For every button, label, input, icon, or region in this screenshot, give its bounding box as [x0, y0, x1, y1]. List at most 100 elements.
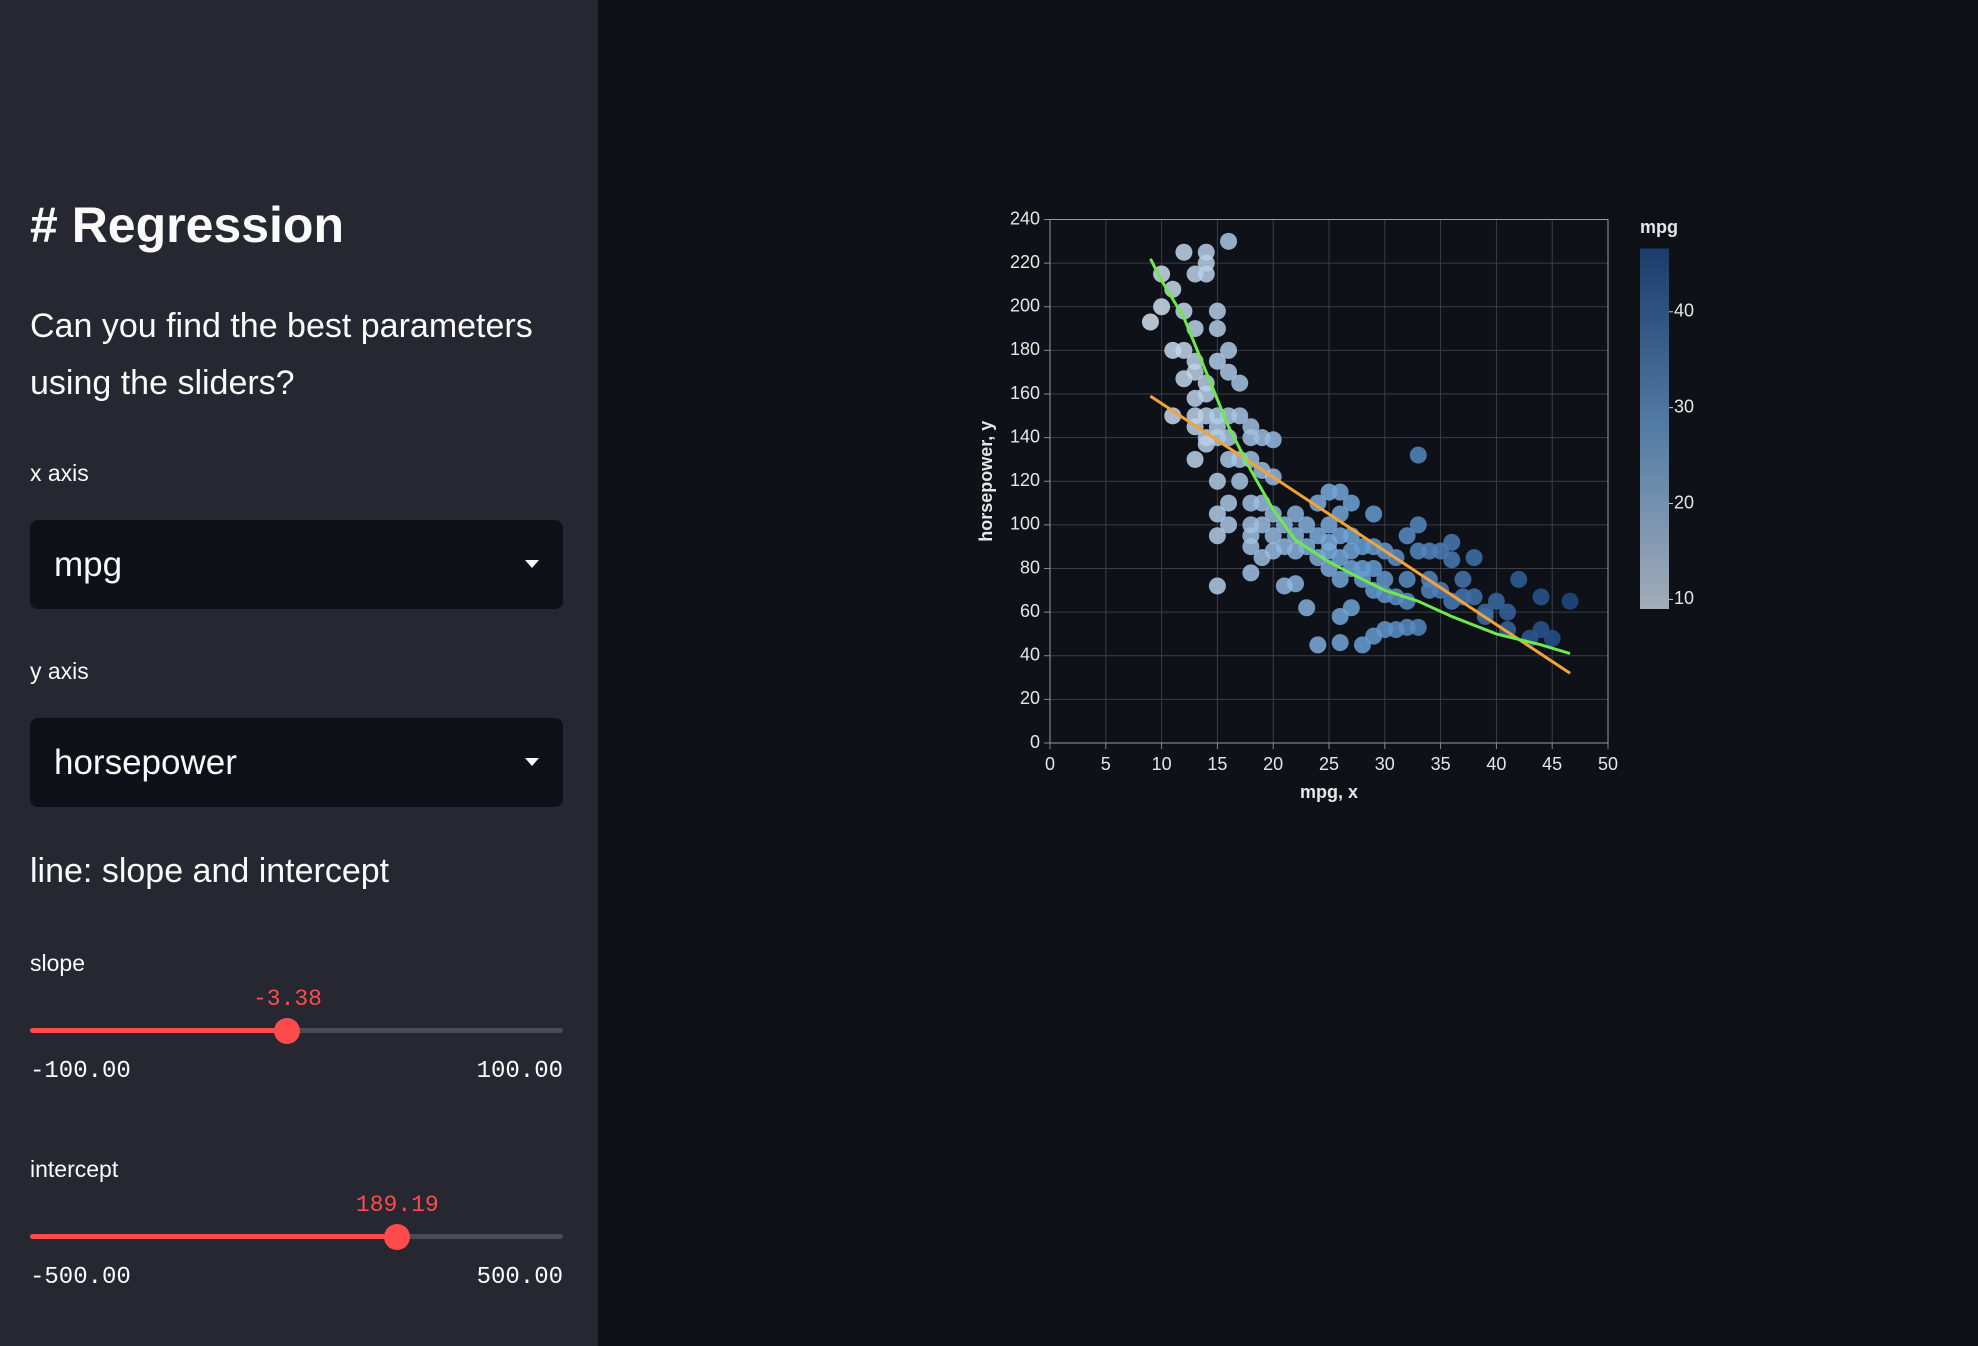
slider-max: 500.00	[476, 1264, 563, 1291]
point	[1398, 570, 1416, 588]
point	[1287, 527, 1305, 545]
point	[1253, 549, 1271, 567]
point	[1175, 341, 1193, 359]
x-tick-label: 0	[1045, 754, 1055, 774]
point	[1409, 446, 1427, 464]
point	[1309, 494, 1327, 512]
slider-value: 189.19	[355, 1192, 439, 1218]
line	[1149, 258, 1571, 656]
x-tick-label: 5	[1101, 754, 1111, 774]
y-axis-title: horsepower, y	[976, 421, 996, 542]
point	[1220, 516, 1238, 534]
legend-tick-label: 20	[1674, 492, 1694, 512]
point	[1231, 472, 1249, 490]
slider-thumb[interactable]	[274, 1018, 301, 1044]
point	[1164, 407, 1182, 425]
point	[1197, 385, 1215, 403]
select-value: horsepower	[54, 743, 237, 782]
point	[1298, 516, 1316, 534]
y-tick-label: 200	[1010, 296, 1040, 316]
select-label: y axis	[30, 658, 89, 684]
point	[1208, 505, 1226, 523]
point	[1499, 603, 1517, 621]
point	[1454, 570, 1472, 588]
color-legend-bar	[1640, 248, 1669, 609]
x-tick-label: 40	[1486, 754, 1506, 774]
y-tick-label: 160	[1010, 383, 1040, 403]
point	[1532, 588, 1550, 606]
legend-tick-label: 40	[1674, 301, 1694, 321]
y-tick-label: 120	[1010, 470, 1040, 490]
y-tick-label: 20	[1020, 688, 1040, 708]
point	[1342, 599, 1360, 617]
y-tick-label: 220	[1010, 252, 1040, 272]
point	[1220, 341, 1238, 359]
legend-title: mpg	[1640, 217, 1678, 237]
select-box[interactable]: horsepower	[30, 718, 563, 807]
y-tick-label: 240	[1010, 208, 1040, 228]
slider-min: -100.00	[30, 1058, 131, 1085]
point	[1275, 577, 1293, 595]
point	[1342, 494, 1360, 512]
point	[1487, 592, 1505, 610]
x-axis-title: mpg, x	[1300, 782, 1358, 802]
point	[1543, 629, 1561, 647]
x-tick-label: 35	[1431, 754, 1451, 774]
point	[1175, 370, 1193, 388]
x-tick-label: 10	[1152, 754, 1172, 774]
point	[1387, 621, 1405, 639]
y-tick-label: 40	[1020, 645, 1040, 665]
slider-thumb[interactable]	[384, 1224, 411, 1250]
point	[1331, 634, 1349, 652]
point	[1208, 527, 1226, 545]
y-tick-label: 140	[1010, 426, 1040, 446]
x-tick-label: 20	[1263, 754, 1283, 774]
y-tick-label: 0	[1030, 732, 1040, 752]
section-heading: line: slope and intercept	[30, 852, 390, 890]
point	[1409, 516, 1427, 534]
x-tick-label: 50	[1598, 754, 1618, 774]
point	[1320, 516, 1338, 534]
point	[1465, 588, 1483, 606]
point	[1264, 527, 1282, 545]
point	[1309, 636, 1327, 654]
point	[1208, 577, 1226, 595]
point	[1264, 431, 1282, 449]
point	[1398, 527, 1416, 545]
y-tick-label: 80	[1020, 557, 1040, 577]
legend-tick-label: 10	[1674, 588, 1694, 608]
point	[1376, 570, 1394, 588]
point	[1220, 494, 1238, 512]
point	[1208, 352, 1226, 370]
point	[1208, 472, 1226, 490]
point	[1242, 564, 1260, 582]
select-value: mpg	[54, 545, 123, 584]
point	[1443, 551, 1461, 569]
point	[1365, 505, 1383, 523]
point	[1208, 302, 1226, 320]
point	[1331, 570, 1349, 588]
slider-label: slope	[30, 950, 85, 976]
dropdown-arrow	[525, 758, 539, 766]
select-label: x axis	[30, 460, 89, 486]
point	[1264, 505, 1282, 523]
point	[1208, 320, 1226, 338]
point	[1365, 560, 1383, 577]
point	[1197, 435, 1215, 453]
x-tick-label: 25	[1319, 754, 1339, 774]
point	[1231, 374, 1249, 392]
x-tick-label: 45	[1542, 754, 1562, 774]
select-box[interactable]: mpg	[30, 520, 563, 609]
dropdown-arrow	[525, 560, 539, 568]
y-tick-label: 100	[1010, 514, 1040, 534]
y-tick-label: 60	[1020, 601, 1040, 621]
chart: 0 5 10 15 20 25 30 35 40 45 50 0 20 40 60 80 100 120 140 16…	[976, 208, 1694, 802]
point	[1253, 516, 1271, 534]
point	[1465, 549, 1483, 567]
point	[1197, 254, 1215, 272]
sidebar: # Regression Can you find the best param…	[0, 0, 598, 1346]
slider-max: 100.00	[476, 1058, 563, 1085]
point	[1220, 232, 1238, 250]
plot-frame	[1049, 219, 1609, 744]
